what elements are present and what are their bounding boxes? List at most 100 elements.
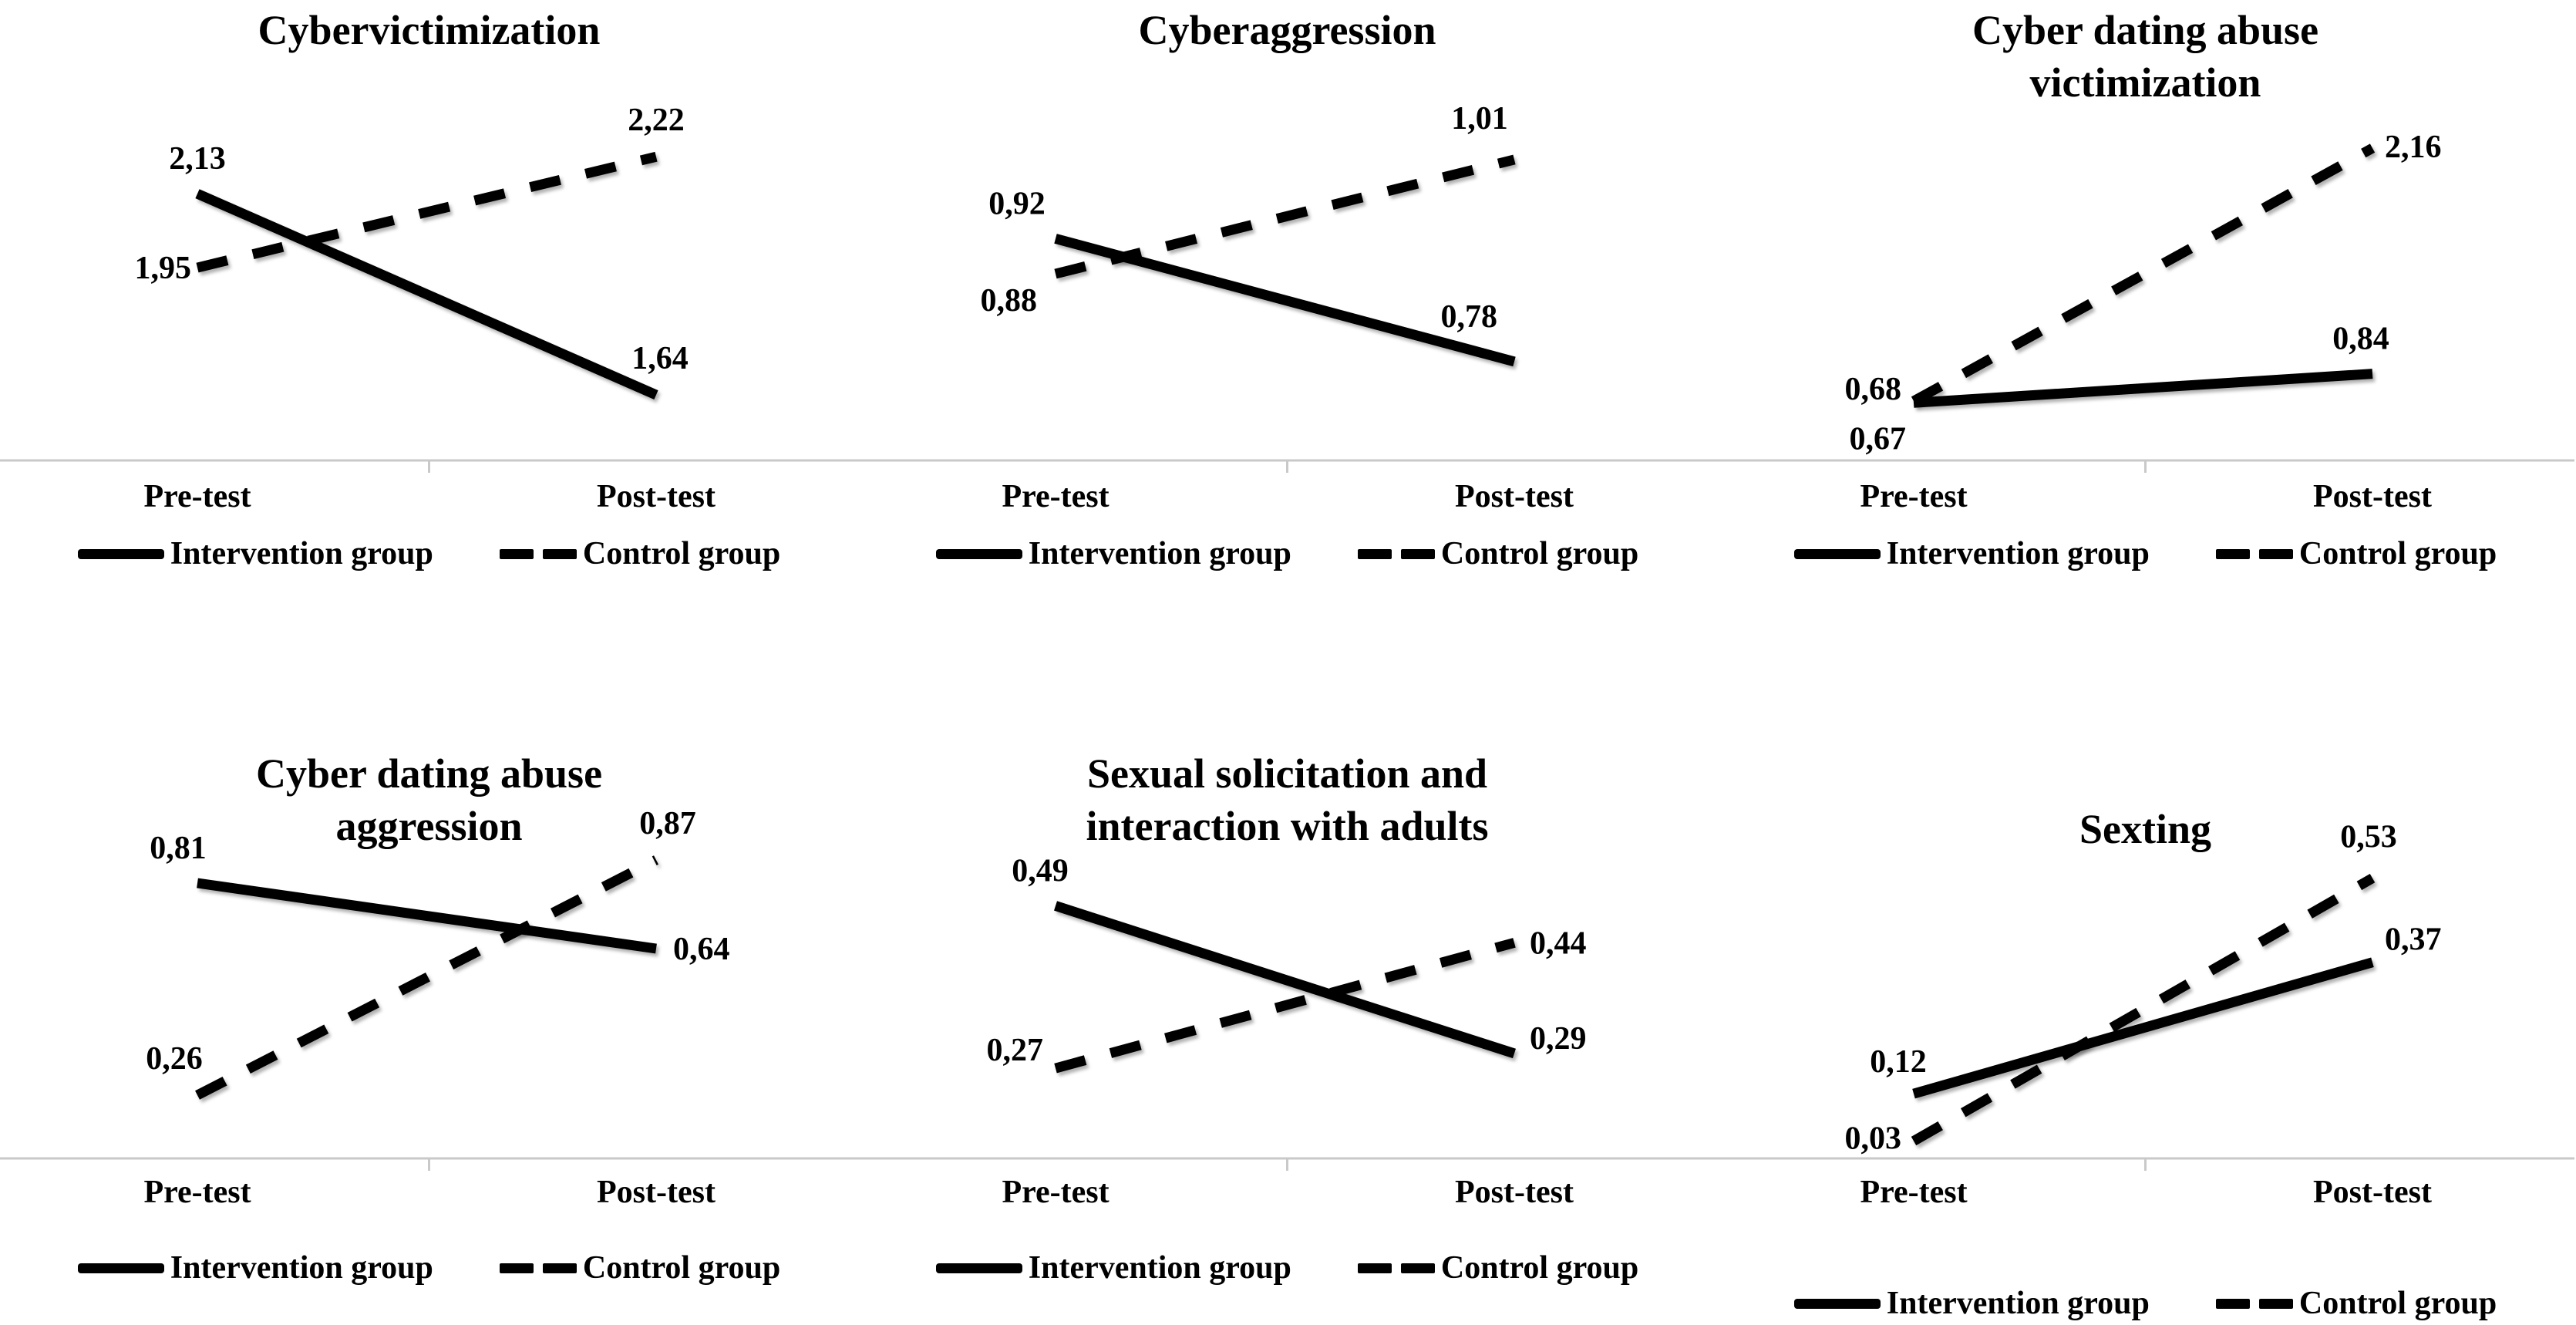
dash-segment [2258,548,2293,559]
chart-cell-4: Sexual solicitation and interaction with … [858,625,1716,1325]
legend-item-control: Control group [1357,535,1639,572]
dash-segment [499,1263,534,1273]
axis-label-post-test: Post-test [597,479,716,514]
control-line [1911,143,2376,406]
dashed-line-icon [1357,1263,1435,1273]
chart-cell-5: Sexting 0,12 0,37 0,03 0,53 Pre-test Post-test… [1716,625,2574,1325]
dashed-line-icon [2215,1298,2293,1309]
chart-title-line: Sexting [2079,806,2212,852]
axis-labels: Pre-test Post-test [858,478,1716,524]
legend-label: Intervention group [170,1250,433,1286]
plot-area: 0,49 0,29 0,27 0,44 [858,853,1716,1171]
chart-title: Cyber dating abuse aggression [0,748,858,852]
legend-item-intervention: Intervention group [935,1249,1291,1286]
value-label: 2,22 [628,103,685,138]
plot-area: 0,67 0,84 0,68 2,16 [1716,130,2574,473]
legend-item-intervention: Intervention group [1793,535,2150,572]
chart-title: Sexting [1716,748,2574,856]
legend: Intervention group Control group [1716,535,2574,572]
chart-cell-1: Cyberaggression 0,92 0,78 0,88 1,01 Pre-test P… [858,0,1716,625]
legend-item-control: Control group [2215,535,2497,572]
legend: Intervention group Control group [0,1249,858,1286]
legend-label: Control group [2298,1286,2497,1321]
value-label: 1,64 [631,341,689,376]
value-label: 0,03 [1845,1121,1902,1157]
dash-segment [1400,548,1435,559]
axis-labels: Pre-test Post-test [0,478,858,524]
axis-label-post-test: Post-test [2313,1175,2432,1210]
legend-item-control: Control group [1357,1249,1639,1286]
axis-labels: Pre-test Post-test [0,1174,858,1220]
chart-title: Cyberaggression [858,5,1716,57]
dash-segment [1357,548,1392,559]
value-label: 0,64 [673,932,730,967]
chart-title-line: Cyberaggression [1138,7,1436,53]
legend-item-intervention: Intervention group [77,535,433,572]
dash-segment [542,1263,577,1273]
axis-labels: Pre-test Post-test [1716,478,2574,524]
chart-cell-0: Cybervictimization 2,13 1,64 1,95 2,22 Pre-te… [0,0,858,625]
solid-line-icon [1793,548,1881,559]
intervention-line [1054,901,1516,1059]
plot-area: 0,92 0,78 0,88 1,01 [858,101,1716,473]
solid-line-icon [77,1263,164,1273]
value-label: 2,13 [169,141,226,177]
legend-label: Control group [1440,536,1639,571]
axis-labels: Pre-test Post-test [1716,1174,2574,1220]
legend-label: Intervention group [1028,1250,1291,1286]
value-label: 0,67 [1850,421,1907,457]
chart-cell-3: Cyber dating abuse aggression 0,81 0,64 0,26… [0,625,858,1325]
value-label: 0,53 [2340,820,2397,855]
legend-label: Intervention group [170,536,433,571]
intervention-line [1912,957,2374,1099]
axis-label-pre-test: Pre-test [1002,1175,1110,1210]
axis-label-pre-test: Pre-test [1860,1175,1968,1210]
control-line [1054,154,1516,279]
legend: Intervention group Control group [858,535,1716,572]
axis-label-pre-test: Pre-test [1002,479,1110,514]
value-label: 0,49 [1012,853,1069,888]
value-label: 0,29 [1530,1021,1587,1057]
chart-cell-2: Cyber dating abuse victimization 0,67 0,84 0… [1716,0,2574,625]
value-label: 0,37 [2385,922,2442,958]
axis-label-post-test: Post-test [1455,1175,1574,1210]
legend-label: Intervention group [1028,536,1291,571]
legend: Intervention group Control group [0,535,858,572]
dashed-line-icon [499,1263,577,1273]
control-line [1911,873,2376,1146]
chart-title-line: aggression [335,802,523,849]
dashed-line-icon [2215,548,2293,559]
control-line [1054,938,1516,1074]
solid-line-icon [935,548,1022,559]
value-label: 0,87 [639,806,696,841]
solid-line-icon [1793,1298,1881,1309]
chart-title: Sexual solicitation and interaction with … [858,748,1716,852]
chart-title: Cybervictimization [0,5,858,57]
chart-title-line: Cybervictimization [258,7,601,53]
value-label: 0,12 [1870,1044,1927,1080]
plot-area: 0,12 0,37 0,03 0,53 [1716,820,2574,1171]
legend: Intervention group Control group [1716,1285,2574,1322]
legend-label: Control group [2298,536,2497,571]
control-line [195,855,658,1100]
legend-item-intervention: Intervention group [77,1249,433,1286]
legend-item-control: Control group [499,535,780,572]
legend-item-control: Control group [2215,1285,2497,1322]
value-label: 2,16 [2385,130,2442,165]
value-label: 0,92 [988,186,1046,221]
dash-segment [1400,1263,1435,1273]
intervention-line [197,878,657,954]
axis-label-post-test: Post-test [597,1175,716,1210]
value-label: 0,26 [146,1041,203,1077]
legend-label: Control group [1440,1250,1639,1286]
legend-item-control: Control group [499,1249,780,1286]
solid-line-icon [77,548,164,559]
value-label: 0,84 [2332,322,2389,357]
value-label: 1,01 [1451,101,1508,137]
legend: Intervention group Control group [858,1249,1716,1286]
legend-label: Intervention group [1886,536,2150,571]
legend-item-intervention: Intervention group [1793,1285,2150,1322]
axis-label-pre-test: Pre-test [143,1175,251,1210]
